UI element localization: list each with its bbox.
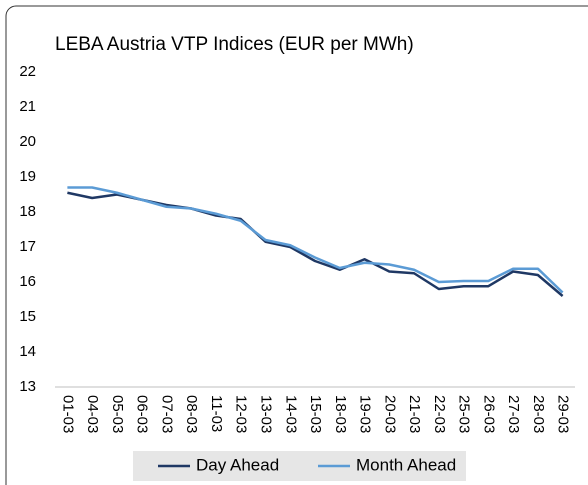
y-tick-label: 19 — [19, 168, 36, 185]
x-tick-label: 12-03 — [233, 395, 250, 433]
x-tick-label: 18-03 — [332, 395, 349, 433]
y-tick-label: 14 — [19, 343, 36, 360]
y-tick-label: 13 — [19, 378, 36, 395]
y-tick-label: 22 — [19, 63, 36, 80]
y-tick-label: 20 — [19, 133, 36, 150]
x-tick-label: 25-03 — [456, 395, 473, 433]
y-tick-label: 17 — [19, 238, 36, 255]
y-tick-label: 21 — [19, 98, 36, 115]
x-tick-label: 20-03 — [381, 395, 398, 433]
x-tick-label: 27-03 — [505, 395, 522, 433]
x-tick-label: 13-03 — [258, 395, 275, 433]
chart-frame — [5, 5, 588, 485]
x-tick-label: 15-03 — [307, 395, 324, 433]
x-tick-label: 08-03 — [183, 395, 200, 433]
line-series — [67, 186, 564, 294]
x-tick-label: 22-03 — [431, 395, 448, 433]
x-tick-label: 21-03 — [406, 395, 423, 433]
y-tick-label: 15 — [19, 308, 36, 325]
chart-title: LEBA Austria VTP Indices (EUR per MWh) — [55, 34, 414, 55]
x-tick-label: 28-03 — [530, 395, 547, 433]
y-tick-label: 16 — [19, 273, 36, 290]
x-tick-label: 11-03 — [208, 395, 225, 432]
x-tick-label: 01-03 — [59, 395, 76, 433]
x-tick-label: 26-03 — [480, 395, 497, 433]
legend-label: Day Ahead — [196, 455, 279, 474]
x-tick-label: 14-03 — [282, 395, 299, 433]
x-tick-label: 07-03 — [158, 395, 175, 433]
legend-label: Month Ahead — [356, 455, 456, 474]
y-tick-label: 18 — [19, 203, 36, 220]
x-tick-label: 06-03 — [134, 395, 151, 433]
x-tick-label: 04-03 — [84, 395, 101, 433]
x-tick-label: 29-03 — [555, 395, 572, 433]
x-tick-label: 05-03 — [109, 395, 126, 433]
x-tick-label: 19-03 — [357, 395, 374, 433]
